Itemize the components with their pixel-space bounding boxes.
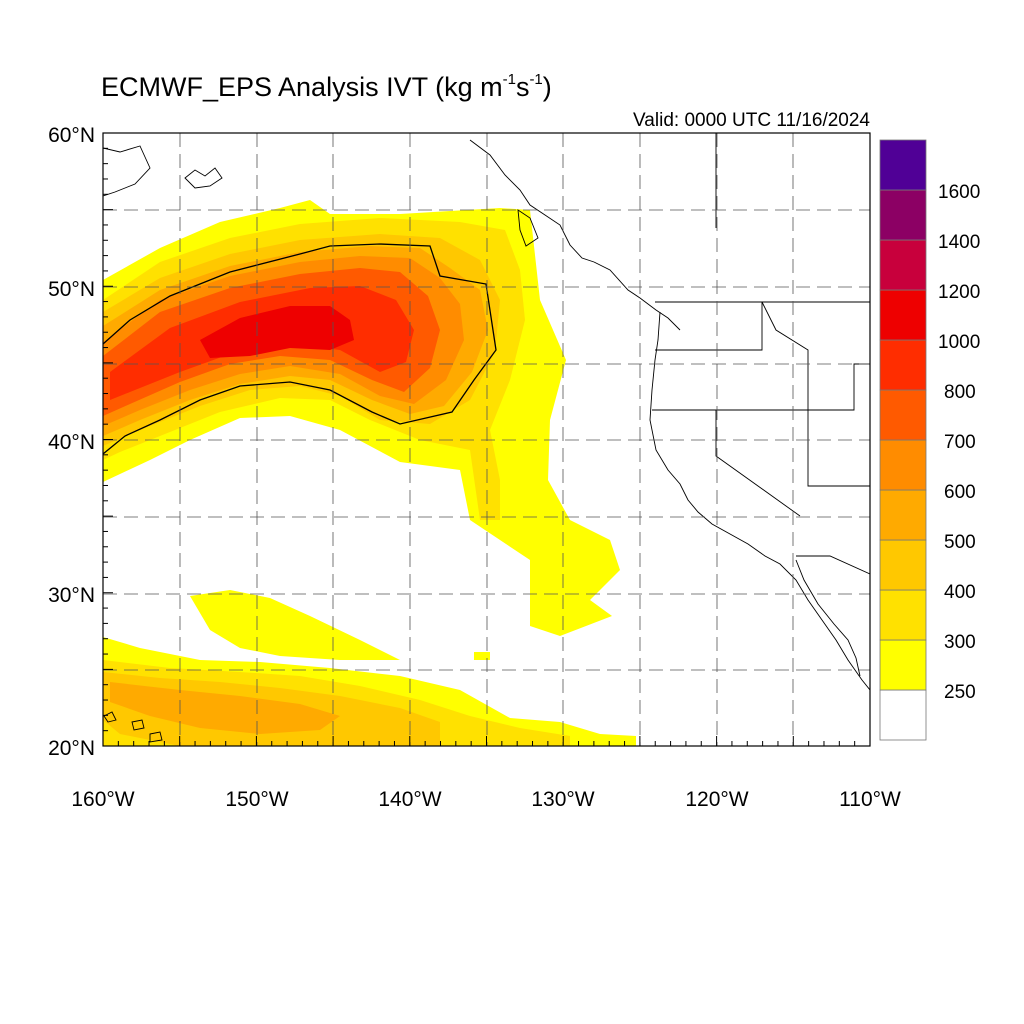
lat-label: 30°N bbox=[48, 584, 95, 607]
colorbar-swatch bbox=[879, 439, 927, 491]
coastlines bbox=[103, 139, 870, 743]
alaska-coast bbox=[103, 145, 151, 197]
lon-label: 110°W bbox=[839, 788, 901, 811]
us-mexico-border bbox=[796, 555, 870, 575]
bc-coast bbox=[593, 261, 681, 331]
colorbar-label: 600 bbox=[944, 482, 976, 503]
lat-label: 50°N bbox=[48, 278, 95, 301]
colorbar-swatch bbox=[879, 689, 927, 741]
axis-ticks bbox=[102, 132, 871, 747]
political-borders bbox=[652, 133, 870, 575]
lat-axis: 20°N 30°N 40°N 50°N 60°N bbox=[48, 124, 95, 760]
haida-gwaii bbox=[517, 209, 539, 247]
colorbar-swatch bbox=[879, 639, 927, 691]
lon-label: 160°W bbox=[71, 788, 134, 811]
colorbar-label: 800 bbox=[944, 382, 976, 403]
hawaii bbox=[103, 711, 163, 743]
ivt-patch bbox=[190, 590, 400, 660]
colorbar bbox=[879, 139, 927, 741]
colorbar-label: 1000 bbox=[938, 332, 980, 353]
colorbar-labels: 250 300 400 500 600 700 800 1000 1200 14… bbox=[938, 182, 980, 703]
colorbar-swatch bbox=[879, 589, 927, 641]
lat-label: 40°N bbox=[48, 431, 95, 454]
ca-nv-border bbox=[715, 410, 801, 517]
colorbar-label: 1400 bbox=[938, 232, 980, 253]
colorbar-swatch bbox=[879, 539, 927, 591]
lon-label: 120°W bbox=[685, 788, 748, 811]
colorbar-swatch bbox=[879, 289, 927, 341]
ivt-contour bbox=[103, 243, 497, 455]
colorbar-swatch bbox=[879, 489, 927, 541]
ivt-patch bbox=[474, 652, 490, 660]
gulf-california bbox=[795, 559, 861, 677]
wa-or-border bbox=[655, 302, 763, 351]
us-west-coast bbox=[649, 311, 870, 691]
colorbar-swatch bbox=[879, 239, 927, 291]
lat-label: 20°N bbox=[48, 737, 95, 760]
colorbar-label: 250 bbox=[944, 682, 976, 703]
colorbar-label: 300 bbox=[944, 632, 976, 653]
lon-label: 150°W bbox=[225, 788, 288, 811]
colorbar-swatch bbox=[879, 189, 927, 241]
map-title: ECMWF_EPS Analysis IVT (kg m-1s-1) bbox=[101, 71, 552, 102]
ivt-band-500 bbox=[110, 682, 340, 734]
lon-axis: 160°W 150°W 140°W 130°W 120°W 110°W bbox=[71, 788, 901, 811]
colorbar-label: 1200 bbox=[938, 282, 980, 303]
colorbar-label: 1600 bbox=[938, 182, 980, 203]
lon-label: 130°W bbox=[531, 788, 594, 811]
colorbar-swatch bbox=[879, 389, 927, 441]
colorbar-label: 700 bbox=[944, 432, 976, 453]
nv-az-border bbox=[807, 410, 870, 487]
lat-label: 60°N bbox=[48, 124, 95, 147]
colorbar-swatch bbox=[879, 339, 927, 391]
colorbar-swatch bbox=[879, 139, 927, 191]
ivt-1000 bbox=[200, 306, 354, 358]
colorbar-label: 500 bbox=[944, 532, 976, 553]
idaho-border bbox=[761, 301, 809, 410]
grid-lines bbox=[103, 133, 870, 746]
lon-label: 140°W bbox=[378, 788, 441, 811]
colorbar-label: 400 bbox=[944, 582, 976, 603]
or-ca-border bbox=[652, 363, 870, 411]
alaska-panhandle bbox=[469, 139, 595, 263]
valid-time: Valid: 0000 UTC 11/16/2024 bbox=[633, 110, 870, 131]
islands bbox=[184, 167, 223, 189]
ivt-field bbox=[103, 200, 636, 746]
